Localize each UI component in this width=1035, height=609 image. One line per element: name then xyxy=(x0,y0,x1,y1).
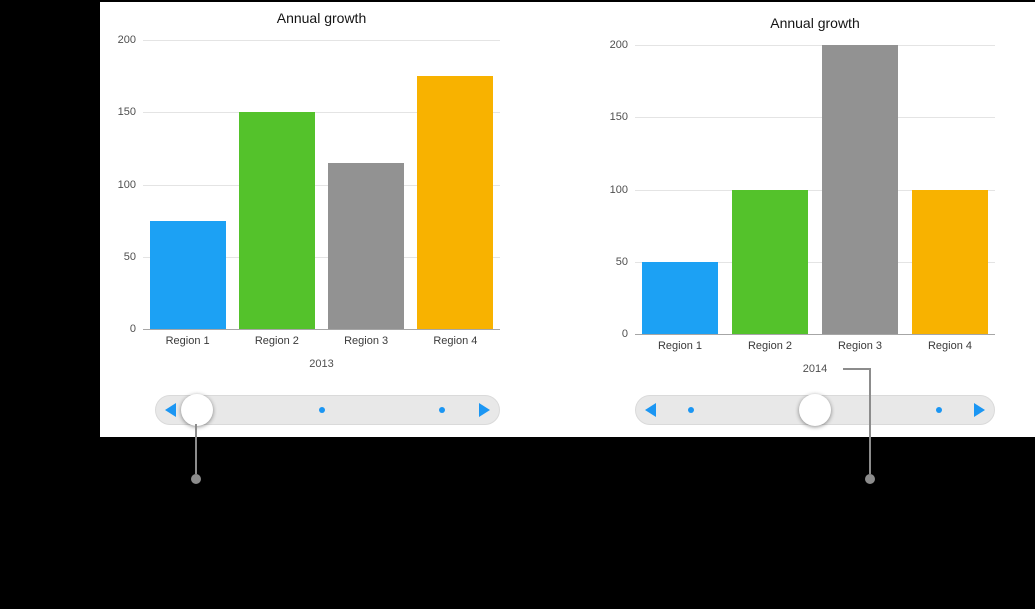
bar-slot xyxy=(232,40,321,329)
gridline xyxy=(143,112,500,114)
callout-dot-year xyxy=(865,474,875,484)
y-tick-label: 100 xyxy=(117,178,136,191)
x-axis-line xyxy=(143,329,500,330)
scrubber-dot[interactable] xyxy=(936,407,943,413)
scrubber-dot[interactable] xyxy=(687,407,694,413)
x-axis-line xyxy=(635,334,995,335)
y-tick-label: 200 xyxy=(117,34,136,46)
category-label: Region 1 xyxy=(657,340,703,352)
next-arrow-icon[interactable] xyxy=(479,403,490,417)
gridline xyxy=(635,117,995,119)
y-tick-label: 150 xyxy=(609,111,628,124)
bar-region-1[interactable] xyxy=(642,261,718,334)
gridline xyxy=(635,261,995,263)
scrubber-dot[interactable] xyxy=(439,407,446,413)
scrubber-dot[interactable] xyxy=(319,407,325,413)
callout-line-knob xyxy=(195,424,197,474)
bar-slot xyxy=(635,45,725,334)
callout-dot-knob xyxy=(191,474,201,484)
gridline xyxy=(635,189,995,191)
charts-panel: Annual growth 0 50 100 150 200 Region 1 Regio… xyxy=(100,2,1035,437)
category-label: Region 3 xyxy=(837,340,883,352)
bar-slot xyxy=(905,45,995,334)
gridline xyxy=(143,184,500,186)
category-label: Region 4 xyxy=(927,340,973,352)
category-label: Region 4 xyxy=(433,335,478,347)
category-label: Region 2 xyxy=(254,335,299,347)
chart-title: Annual growth xyxy=(770,15,860,31)
bar-chart-2013: Annual growth 0 50 100 150 200 Region 1 Regio… xyxy=(118,2,500,382)
bar-region-4[interactable] xyxy=(417,76,494,329)
scrubber-2013[interactable] xyxy=(155,394,500,426)
bar-slot xyxy=(411,40,500,329)
category-labels: Region 1 Region 2 Region 3 Region 4 xyxy=(635,340,995,352)
y-tick-label: 50 xyxy=(615,255,628,268)
bar-chart-2014: Annual growth 0 50 100 150 200 Region 1 Regio… xyxy=(610,7,995,387)
bar-region-1[interactable] xyxy=(149,220,226,329)
previous-arrow-icon[interactable] xyxy=(165,403,176,417)
category-label: Region 3 xyxy=(344,335,389,347)
y-tick-label: 0 xyxy=(621,328,628,340)
x-axis-label: 2014 xyxy=(802,363,828,375)
callout-line-year-horizontal xyxy=(843,368,871,370)
gridline xyxy=(143,256,500,258)
gridline xyxy=(635,45,995,46)
bar-slot xyxy=(322,40,411,329)
bar-region-4[interactable] xyxy=(912,189,988,334)
y-tick-label: 0 xyxy=(129,323,136,335)
x-axis-label: 2013 xyxy=(309,358,334,370)
scrubber-knob[interactable] xyxy=(799,394,831,426)
bar-region-3[interactable] xyxy=(822,45,898,334)
gridline xyxy=(143,40,500,41)
bar-slot xyxy=(725,45,815,334)
category-label: Region 2 xyxy=(747,340,793,352)
scrubber-knob[interactable] xyxy=(181,394,214,426)
y-tick-label: 150 xyxy=(117,106,136,119)
bar-region-2[interactable] xyxy=(732,189,808,334)
bars xyxy=(143,40,500,329)
bar-region-2[interactable] xyxy=(238,112,315,329)
bars xyxy=(635,45,995,334)
y-tick-label: 200 xyxy=(609,39,628,51)
plot-area: 0 50 100 150 200 xyxy=(610,39,995,340)
y-axis: 0 50 100 150 200 xyxy=(100,34,136,335)
bar-region-3[interactable] xyxy=(328,162,405,329)
category-label: Region 1 xyxy=(165,335,210,347)
bar-slot xyxy=(815,45,905,334)
next-arrow-icon[interactable] xyxy=(974,403,985,417)
y-tick-label: 50 xyxy=(123,250,136,263)
chart-title: Annual growth xyxy=(276,10,367,26)
category-labels: Region 1 Region 2 Region 3 Region 4 xyxy=(143,335,500,347)
bar-slot xyxy=(143,40,232,329)
gridlines xyxy=(635,45,995,335)
previous-arrow-icon[interactable] xyxy=(645,403,656,417)
scrubber-2014[interactable] xyxy=(635,394,995,426)
plot-area: 0 50 100 150 200 xyxy=(118,34,500,335)
y-axis: 0 50 100 150 200 xyxy=(592,39,628,340)
gridlines xyxy=(143,40,500,330)
y-tick-label: 100 xyxy=(609,183,628,196)
callout-line-year-vertical xyxy=(869,368,871,474)
